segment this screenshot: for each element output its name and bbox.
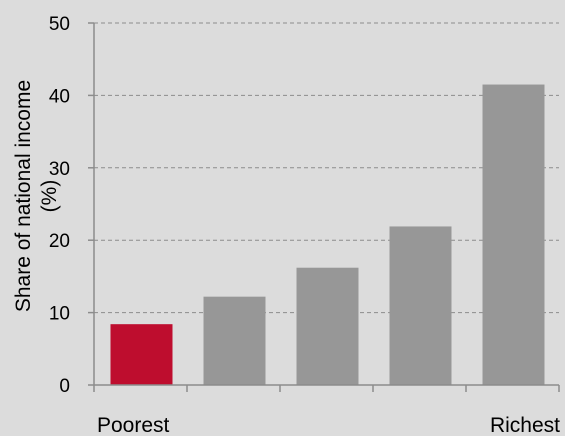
category-label: Richest	[490, 414, 560, 436]
bar	[296, 267, 359, 385]
y-axis-title: Share of national income (%)	[12, 80, 61, 312]
y-tick-label: 40	[49, 86, 70, 107]
y-tick-label: 20	[49, 231, 70, 252]
y-axis-title-line: (%)	[38, 180, 61, 213]
gridlines	[94, 22, 559, 314]
category-labels: Poorest Richest	[97, 414, 560, 436]
y-tick-label: 30	[49, 159, 70, 180]
y-tick-label: 10	[49, 304, 70, 325]
bars	[110, 84, 545, 385]
bar-highlighted	[110, 324, 173, 385]
y-tick-labels: 0 10 20 30 40 50	[49, 14, 70, 397]
axes	[88, 22, 560, 392]
bar	[389, 226, 452, 385]
y-tick-label: 0	[59, 376, 70, 397]
category-label: Poorest	[97, 414, 170, 436]
bar	[482, 84, 545, 385]
y-tick-label: 50	[49, 14, 70, 35]
y-axis-title-line: Share of national income	[12, 80, 35, 312]
bar	[203, 296, 266, 385]
